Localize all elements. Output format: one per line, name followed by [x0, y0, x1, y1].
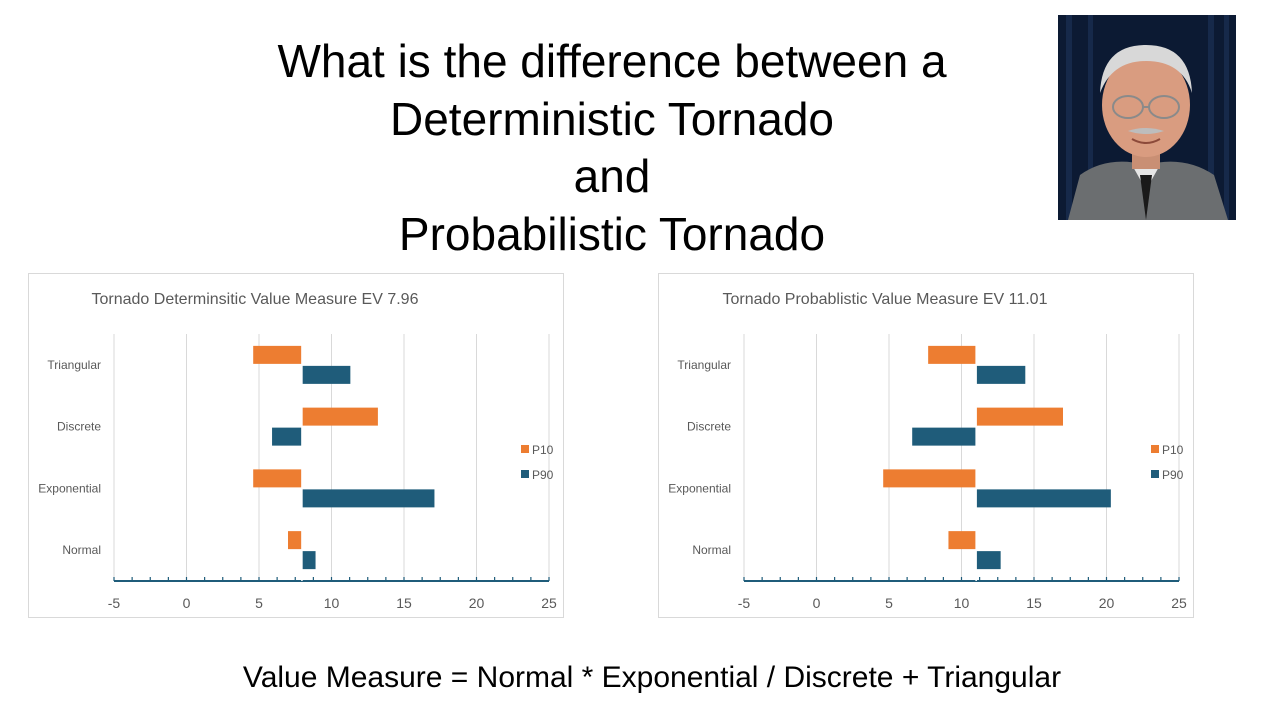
- portrait-photo: [1058, 15, 1236, 220]
- x-tick-label: 0: [183, 595, 191, 611]
- probabilistic-tornado-chart: Tornado Probablistic Value Measure EV 11…: [658, 273, 1194, 618]
- category-label: Discrete: [687, 420, 731, 434]
- x-tick-label: 20: [1099, 595, 1115, 611]
- deterministic-tornado-chart: Tornado Determinsitic Value Measure EV 7…: [28, 273, 564, 618]
- x-tick-label: 25: [541, 595, 557, 611]
- bar-p90: [301, 365, 351, 384]
- category-label: Discrete: [57, 420, 101, 434]
- slide-title-line-4: Probabilistic Tornado: [398, 208, 826, 260]
- category-label: Triangular: [47, 358, 101, 372]
- bar-p10: [253, 345, 302, 364]
- slide-title-line-1: What is the difference between a: [277, 35, 947, 87]
- slide-title-line-3: and: [573, 150, 651, 202]
- x-tick-label: 10: [324, 595, 340, 611]
- chart-title: Tornado Determinsitic Value Measure EV 7…: [92, 291, 419, 308]
- legend-swatch-p10: [1151, 445, 1159, 453]
- legend-label-p90: P90: [1162, 468, 1184, 482]
- x-tick-label: 10: [954, 595, 970, 611]
- legend-swatch-p10: [521, 445, 529, 453]
- bar-p10: [253, 469, 302, 488]
- bar-p10: [883, 469, 977, 488]
- bar-p90: [301, 489, 435, 508]
- x-tick-label: 5: [255, 595, 263, 611]
- x-tick-label: -5: [738, 595, 751, 611]
- bar-p90: [912, 427, 977, 446]
- bar-p90: [301, 551, 316, 570]
- x-tick-label: 20: [469, 595, 485, 611]
- legend-label-p10: P10: [1162, 443, 1184, 457]
- x-tick-label: 25: [1171, 595, 1187, 611]
- value-measure-formula: Value Measure = Normal * Exponential / D…: [242, 661, 1062, 694]
- chart-svg: Tornado Probablistic Value Measure EV 11…: [668, 291, 1187, 611]
- bar-p10: [928, 345, 977, 364]
- bar-p90: [976, 489, 1111, 508]
- category-label: Normal: [62, 543, 101, 557]
- bar-p10: [976, 407, 1063, 426]
- bar-p10: [301, 407, 378, 426]
- bar-p90: [272, 427, 302, 446]
- legend-label-p90: P90: [532, 468, 554, 482]
- slide-title-line-2: Deterministic Tornado: [389, 93, 834, 145]
- legend-label-p10: P10: [532, 443, 554, 457]
- x-tick-label: 0: [813, 595, 821, 611]
- category-label: Normal: [692, 543, 731, 557]
- chart-title: Tornado Probablistic Value Measure EV 11…: [723, 291, 1048, 308]
- legend-swatch-p90: [521, 470, 529, 478]
- x-tick-label: 15: [396, 595, 412, 611]
- bar-p10: [288, 531, 302, 550]
- bar-p90: [976, 551, 1001, 570]
- bar-p10: [948, 531, 977, 550]
- x-tick-label: -5: [108, 595, 121, 611]
- x-tick-label: 15: [1026, 595, 1042, 611]
- bar-p90: [976, 365, 1026, 384]
- chart-svg: Tornado Determinsitic Value Measure EV 7…: [38, 291, 557, 611]
- legend-swatch-p90: [1151, 470, 1159, 478]
- category-label: Exponential: [38, 481, 101, 495]
- portrait-illustration: [1058, 15, 1236, 220]
- category-label: Triangular: [677, 358, 731, 372]
- x-tick-label: 5: [885, 595, 893, 611]
- category-label: Exponential: [668, 481, 731, 495]
